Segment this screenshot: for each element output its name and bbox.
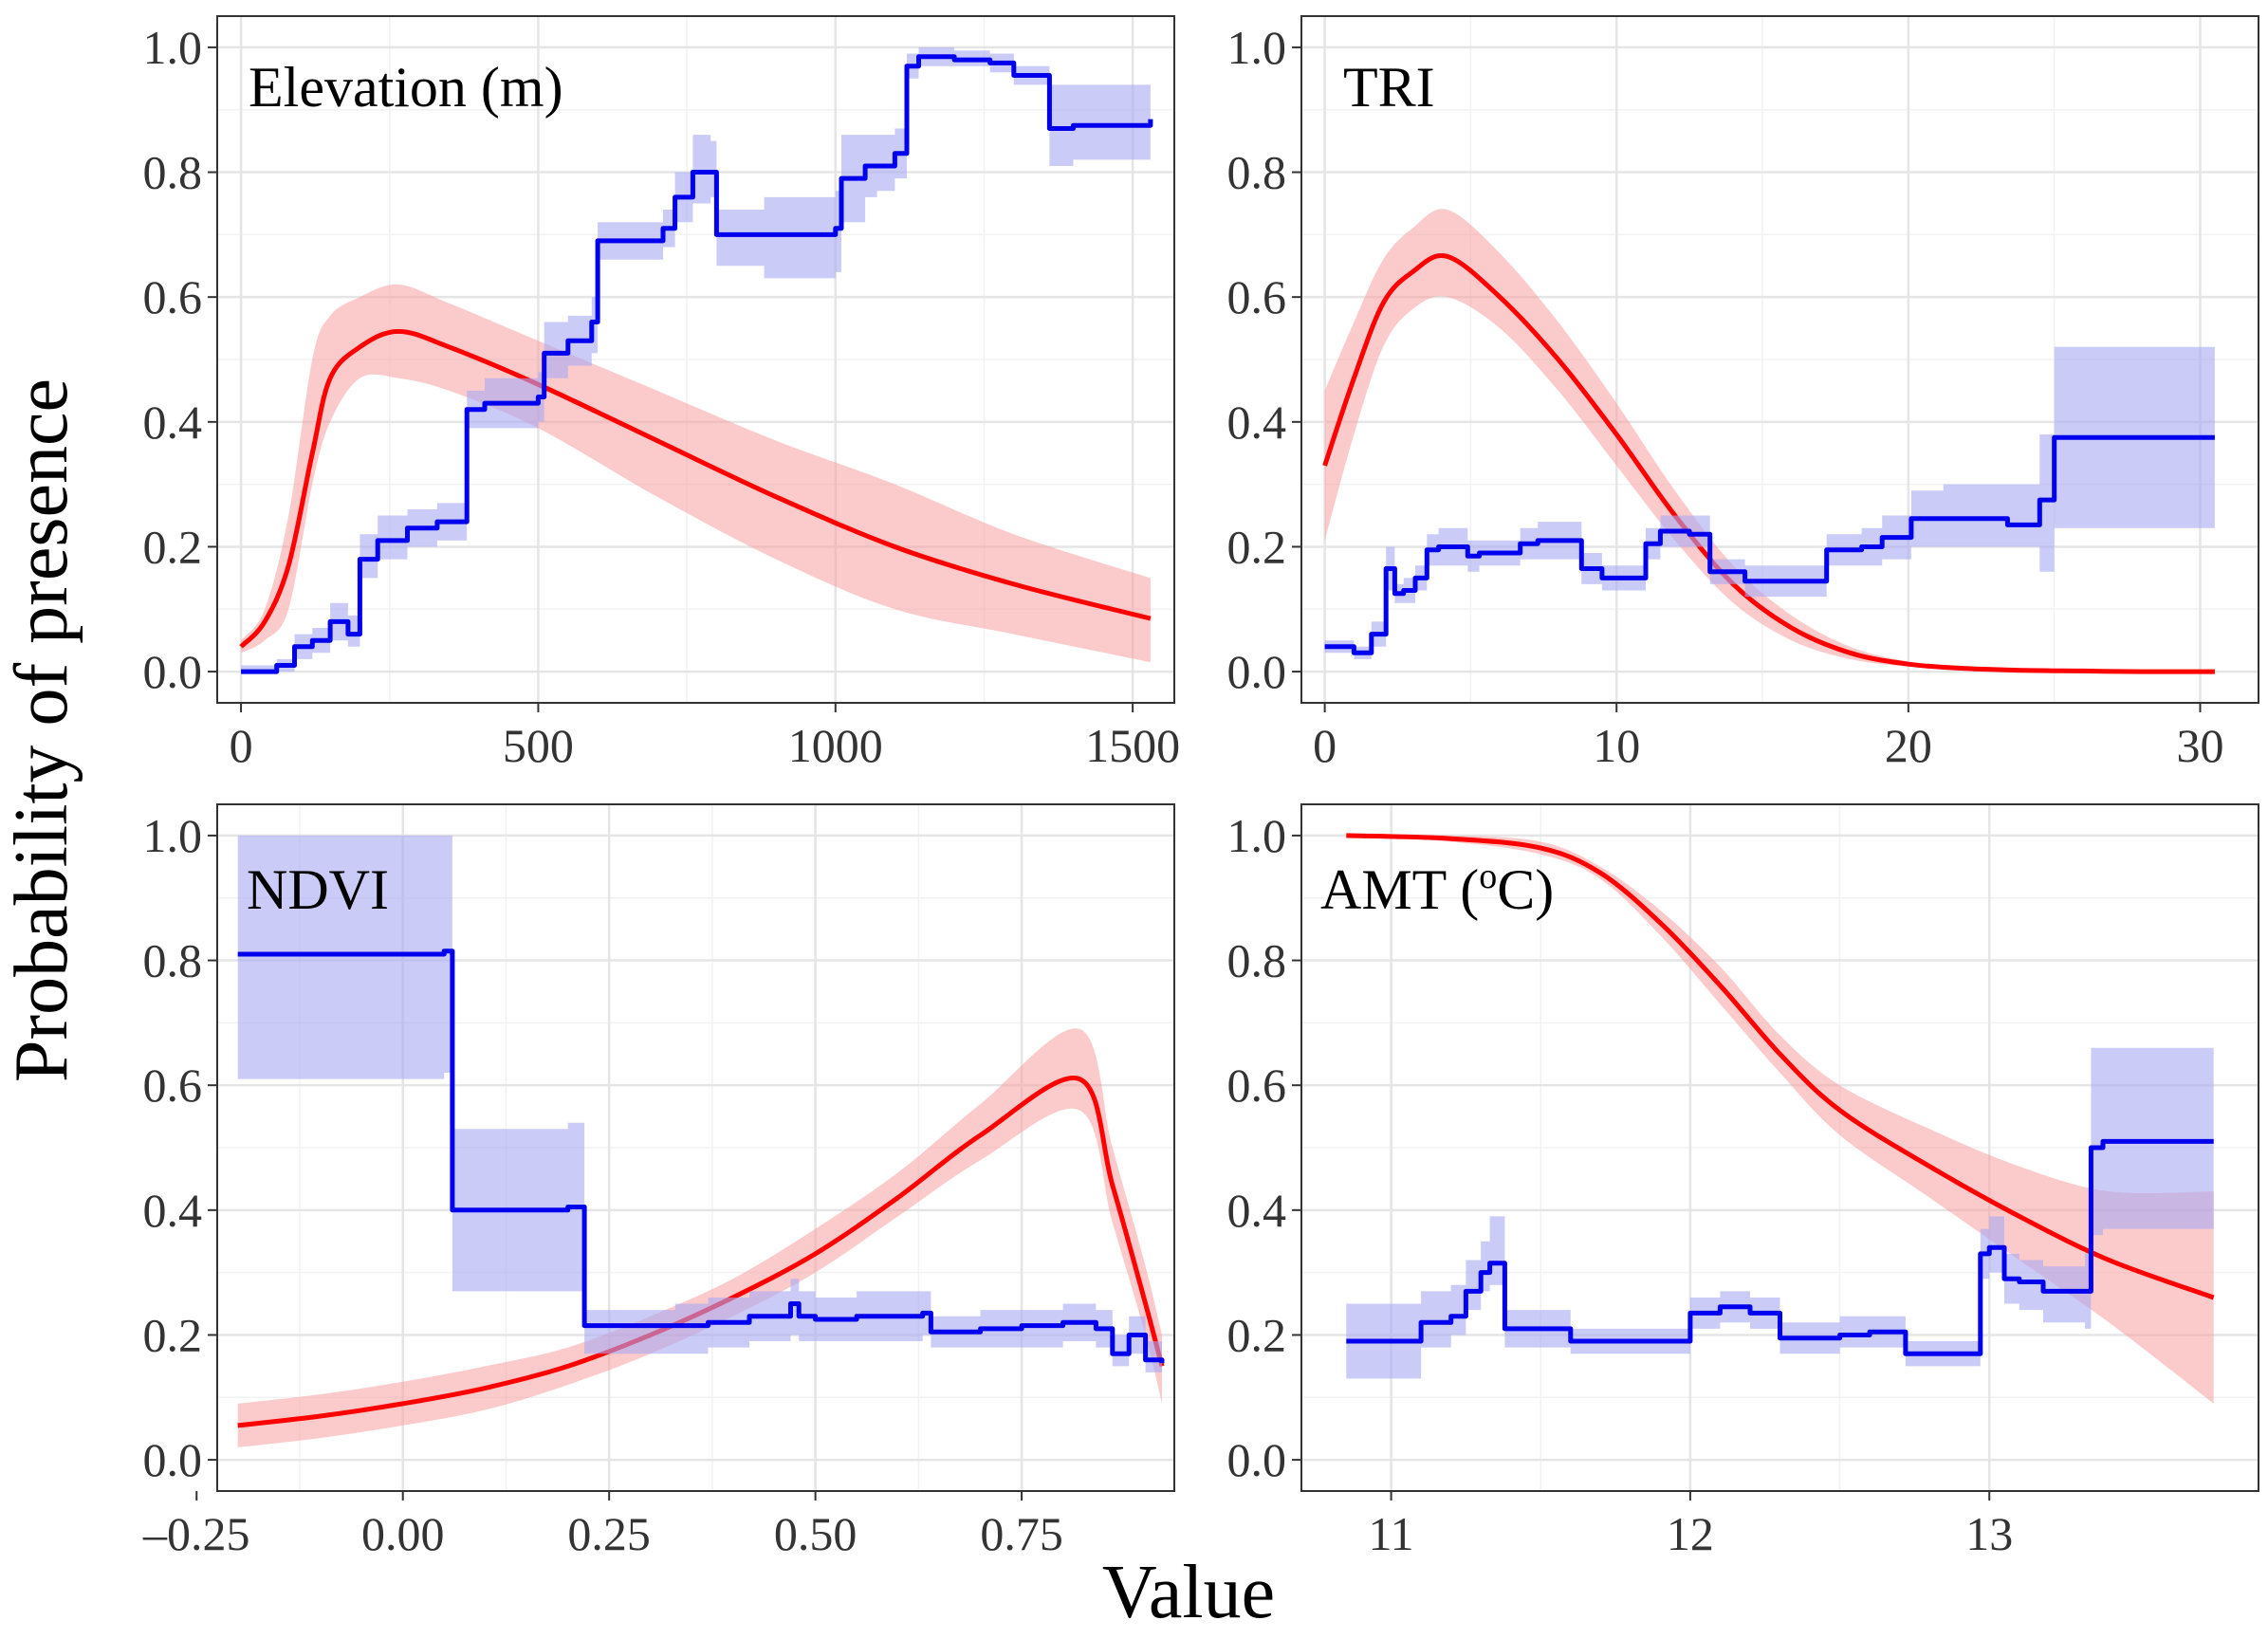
plot-area (1346, 833, 2215, 1404)
blue-response-line (237, 948, 1165, 1364)
y-tick-label: 0.8 (1227, 146, 1287, 199)
y-tick-label: 0.0 (143, 645, 203, 698)
x-tick-label: 10 (1593, 719, 1640, 772)
y-tick-label: 0.6 (1227, 1059, 1287, 1112)
y-tick-label: 1.0 (1227, 809, 1287, 862)
x-tick-label: 13 (1965, 1507, 2013, 1560)
panel-title: AMT (oC) (1320, 856, 1554, 921)
x-tick-label: 1000 (788, 719, 883, 772)
y-tick-label: 0.4 (143, 1184, 203, 1237)
y-tick-label: 0.8 (1227, 934, 1287, 987)
blue-response-line (1324, 434, 2215, 655)
blue-response-line (241, 54, 1153, 674)
x-tick-label: 0.50 (774, 1507, 857, 1560)
y-tick-label: 0.8 (143, 934, 203, 987)
y-tick-label: 0.8 (143, 146, 203, 199)
y-tick-label: 1.0 (1227, 21, 1287, 74)
x-tick-label: 12 (1667, 1507, 1714, 1560)
panel-tri: 0.0 0.2 0.4 0.6 0.8 1.0 0 10 20 30 TRI (1227, 15, 2259, 772)
y-tick-label: 0.4 (1227, 396, 1287, 449)
x-tick-label: 30 (2176, 719, 2223, 772)
panel-ndvi: 0.0 0.2 0.4 0.6 0.8 1.0 –0.25 0.00 0.25 0.50 0.75 N… (142, 803, 1175, 1560)
plot-area (1322, 209, 2215, 674)
y-tick-label: 0.6 (143, 1059, 203, 1112)
panel-title: NDVI (247, 858, 389, 921)
y-tick-label: 1.0 (143, 21, 203, 74)
x-tick-label: 1500 (1085, 719, 1180, 772)
panel-title: Elevation (m) (249, 56, 563, 119)
y-tick-label: 0.2 (1227, 520, 1287, 573)
x-tick-label: 0 (230, 719, 253, 772)
y-tick-label: 1.0 (143, 809, 203, 862)
y-tick-label: 0.2 (1227, 1308, 1287, 1361)
y-tick-label: 0.6 (143, 270, 203, 323)
red-confidence-band (237, 1028, 1162, 1447)
red-response-line (237, 1076, 1165, 1428)
panel-title: TRI (1343, 56, 1435, 119)
panel-frame (216, 15, 1175, 704)
y-tick-label: 0.4 (1227, 1184, 1287, 1237)
plot-area (239, 46, 1153, 674)
red-response-line (1346, 833, 2215, 1300)
y-tick-label: 0.0 (1227, 645, 1287, 698)
y-tick-label: 0.0 (1227, 1433, 1287, 1486)
red-confidence-band (241, 284, 1151, 663)
y-tick-label: 0.0 (143, 1433, 203, 1486)
x-tick-label: 0.25 (567, 1507, 651, 1560)
x-tick-label: 0 (1313, 719, 1337, 772)
red-confidence-band (1324, 209, 2215, 672)
panel-frame (216, 803, 1175, 1492)
y-tick-label: 0.4 (143, 396, 203, 449)
blue-confidence-band (237, 835, 1162, 1372)
panel-frame (1300, 15, 2259, 704)
y-tick-label: 0.6 (1227, 270, 1287, 323)
panel-elevation: 0.0 0.2 0.4 0.6 0.8 1.0 0 500 1000 1500 Elevation … (143, 15, 1180, 772)
gridlines (1301, 16, 2259, 703)
x-tick-label: 0.00 (361, 1507, 445, 1560)
panel-frame (1300, 803, 2259, 1492)
x-tick-label: 11 (1369, 1507, 1414, 1560)
y-tick-label: 0.2 (143, 520, 203, 573)
plot-area (237, 835, 1165, 1447)
x-tick-label: 500 (503, 719, 574, 772)
blue-confidence-band (1324, 346, 2215, 659)
red-response-line (239, 328, 1152, 649)
x-axis-title: Value (1102, 1551, 1275, 1634)
y-axis-title: Probability of presence (0, 378, 83, 1082)
y-tick-label: 0.2 (143, 1308, 203, 1361)
panels: 0.0 0.2 0.4 0.6 0.8 1.0 0 500 1000 1500 Elevation … (142, 15, 2259, 1560)
panel-amt: 0.0 0.2 0.4 0.6 0.8 1.0 11 12 13 AMT (oC) (1227, 803, 2259, 1560)
x-tick-label: 0.75 (980, 1507, 1063, 1560)
x-tick-label: –0.25 (142, 1507, 250, 1560)
x-tick-label: 20 (1885, 719, 1932, 772)
blue-response-line (1346, 1138, 2214, 1356)
